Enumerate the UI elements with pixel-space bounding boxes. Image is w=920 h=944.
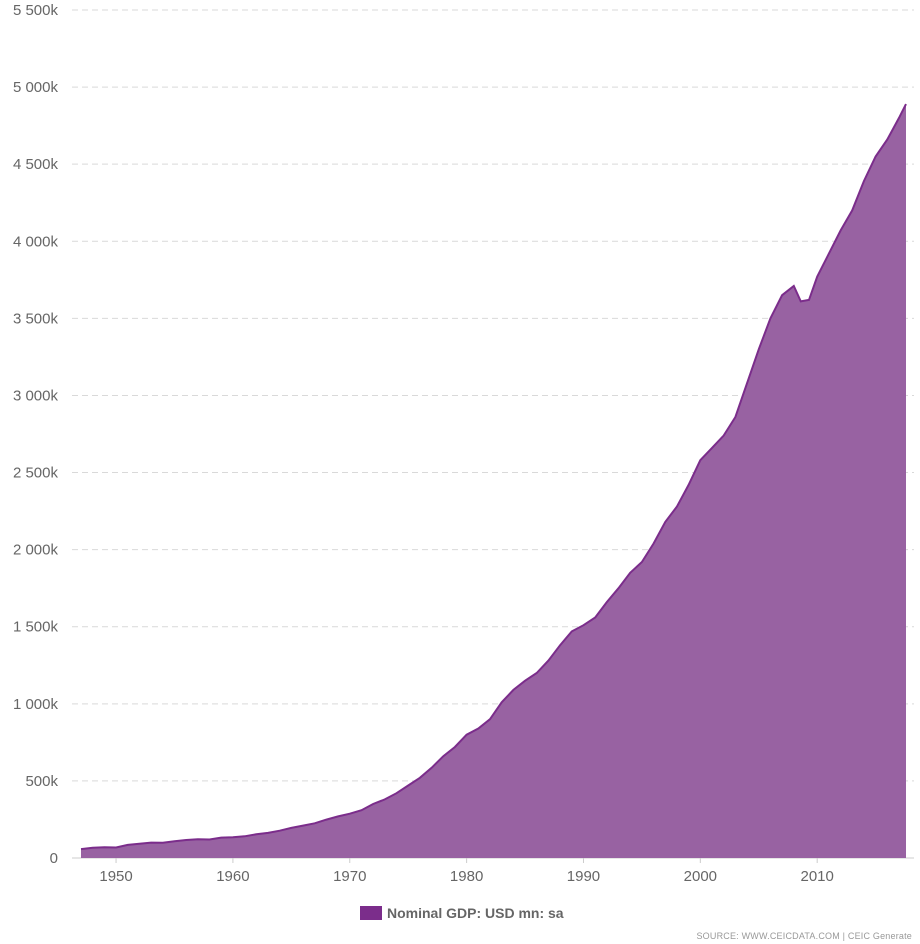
y-tick-label: 4 500k <box>13 156 59 173</box>
x-tick-label: 1980 <box>450 868 483 885</box>
y-tick-label: 3 500k <box>13 310 59 327</box>
x-tick-label: 2000 <box>684 868 717 885</box>
x-tick-label: 1950 <box>99 868 132 885</box>
plot-area <box>80 103 907 859</box>
y-tick-label: 2 000k <box>13 542 59 559</box>
y-tick-label: 5 000k <box>13 79 59 96</box>
legend[interactable]: Nominal GDP: USD mn: sa <box>360 905 564 921</box>
area-fill <box>81 104 906 859</box>
y-tick-label: 500k <box>25 773 58 790</box>
y-tick-label: 1 500k <box>13 619 59 636</box>
y-tick-label: 3 000k <box>13 387 59 404</box>
x-tick-label: 1970 <box>333 868 366 885</box>
legend-label: Nominal GDP: USD mn: sa <box>387 905 564 921</box>
x-tick-label: 1960 <box>216 868 249 885</box>
x-tick-label: 2010 <box>801 868 834 885</box>
y-tick-label: 0 <box>50 850 58 867</box>
y-tick-label: 2 500k <box>13 465 59 482</box>
y-tick-label: 4 000k <box>13 233 59 250</box>
y-tick-label: 1 000k <box>13 696 59 713</box>
source-note: SOURCE: WWW.CEICDATA.COM | CEIC Generate <box>696 931 912 941</box>
x-axis: 1950 1960 1970 1980 1990 2000 2010 <box>99 858 834 885</box>
x-tick-label: 1990 <box>567 868 600 885</box>
y-axis: 0 500k 1 000k 1 500k 2 000k 2 500k 3 000k 3 500… <box>13 2 59 867</box>
y-tick-label: 5 500k <box>13 2 59 19</box>
legend-swatch <box>360 906 382 920</box>
series-line <box>80 103 907 851</box>
gridlines <box>72 9 914 859</box>
